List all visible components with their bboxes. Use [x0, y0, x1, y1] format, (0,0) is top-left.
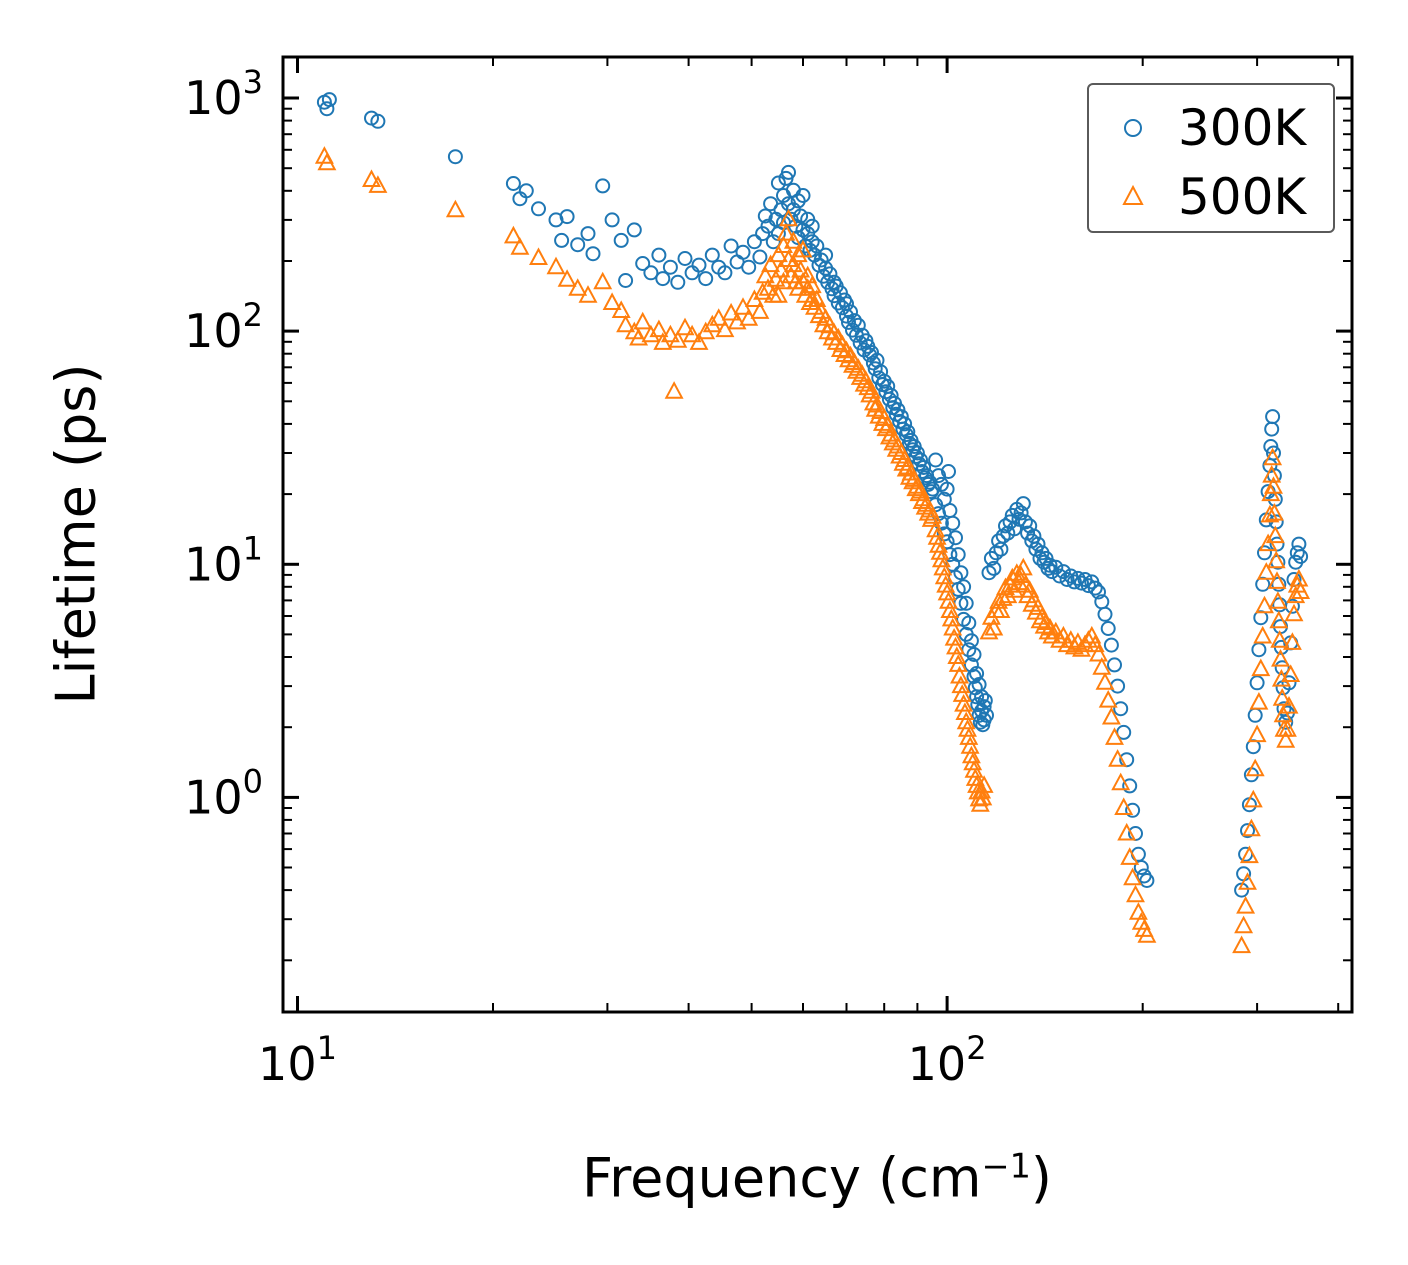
legend: 300K 500K: [1087, 83, 1335, 233]
x-tick-label: 102: [908, 1029, 987, 1091]
x-tick-label: 101: [258, 1029, 337, 1091]
y-tick-label: 100: [184, 762, 263, 824]
legend-frame: [1087, 83, 1335, 233]
y-tick-label: 103: [184, 63, 263, 125]
x-axis-label-superscript: −1: [981, 1146, 1031, 1186]
legend-marker-triangle: [1122, 184, 1144, 205]
x-axis-label-text: Frequency (cm: [582, 1146, 982, 1210]
y-tick-label: 101: [184, 529, 263, 591]
plot-frame: [281, 55, 1354, 1014]
legend-label: 300K: [1178, 99, 1307, 157]
y-axis-label: Lifetime (ps): [44, 363, 108, 705]
x-tick-labels: 101 102: [258, 1029, 987, 1091]
x-axis-label: Frequency (cm−1): [582, 1147, 1052, 1210]
series-500K: [314, 146, 1311, 954]
y-tick-label: 102: [184, 296, 263, 358]
y-tick-labels: 100 101 102 103: [184, 63, 263, 824]
x-axis-label-close: ): [1030, 1146, 1052, 1210]
legend-marker-circle: [1124, 119, 1142, 137]
series-300K: [316, 92, 1309, 898]
legend-label: 500K: [1178, 168, 1307, 226]
